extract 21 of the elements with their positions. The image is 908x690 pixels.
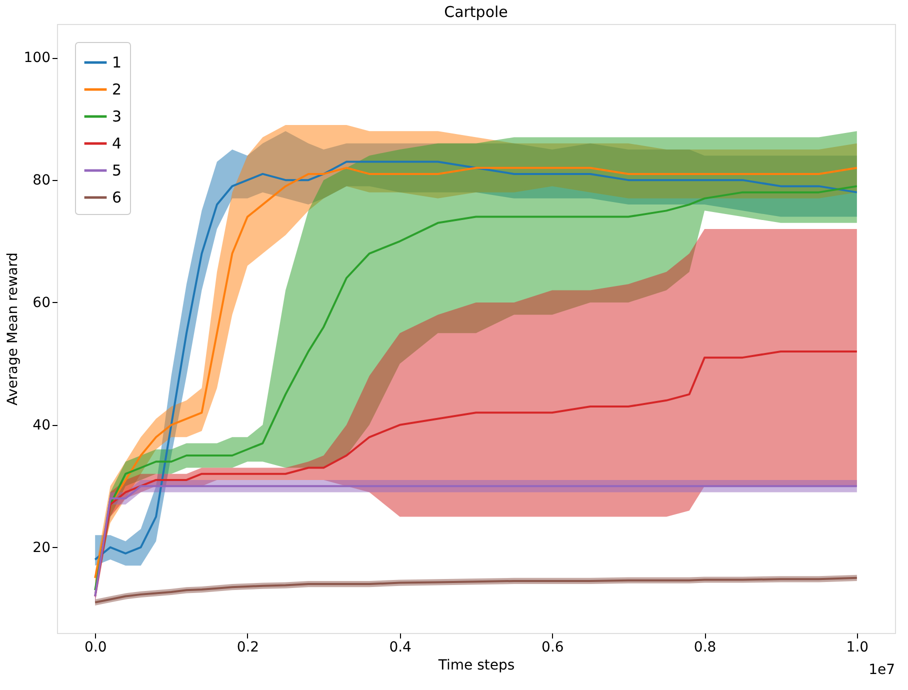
legend-label: 5 [112,162,122,180]
y-tick-label: 60 [32,294,50,311]
text: 1e7 [868,662,895,678]
x-axis-title: Time steps [437,658,515,674]
legend-label: 1 [112,54,122,72]
y-tick-label: 100 [24,50,50,66]
x-tick-label: 0.0 [84,640,107,656]
y-tick-label: 40 [32,417,50,434]
x-tick-label: 1.0 [846,640,869,656]
x-tick-label: 0.8 [694,640,716,656]
y-tick-label: 20 [32,540,50,556]
legend-label: 6 [112,188,122,206]
chart-title: Cartpole [444,3,508,21]
y-axis-title: Average Mean reward [4,252,21,406]
legend-label: 4 [112,134,122,152]
x-tick-label: 0.4 [389,640,412,656]
legend-label: 2 [112,80,122,98]
legend-label: 3 [112,108,122,126]
x-tick-label: 0.6 [542,640,564,656]
y-tick-label: 80 [32,172,50,189]
x-tick-label: 0.2 [236,640,260,656]
